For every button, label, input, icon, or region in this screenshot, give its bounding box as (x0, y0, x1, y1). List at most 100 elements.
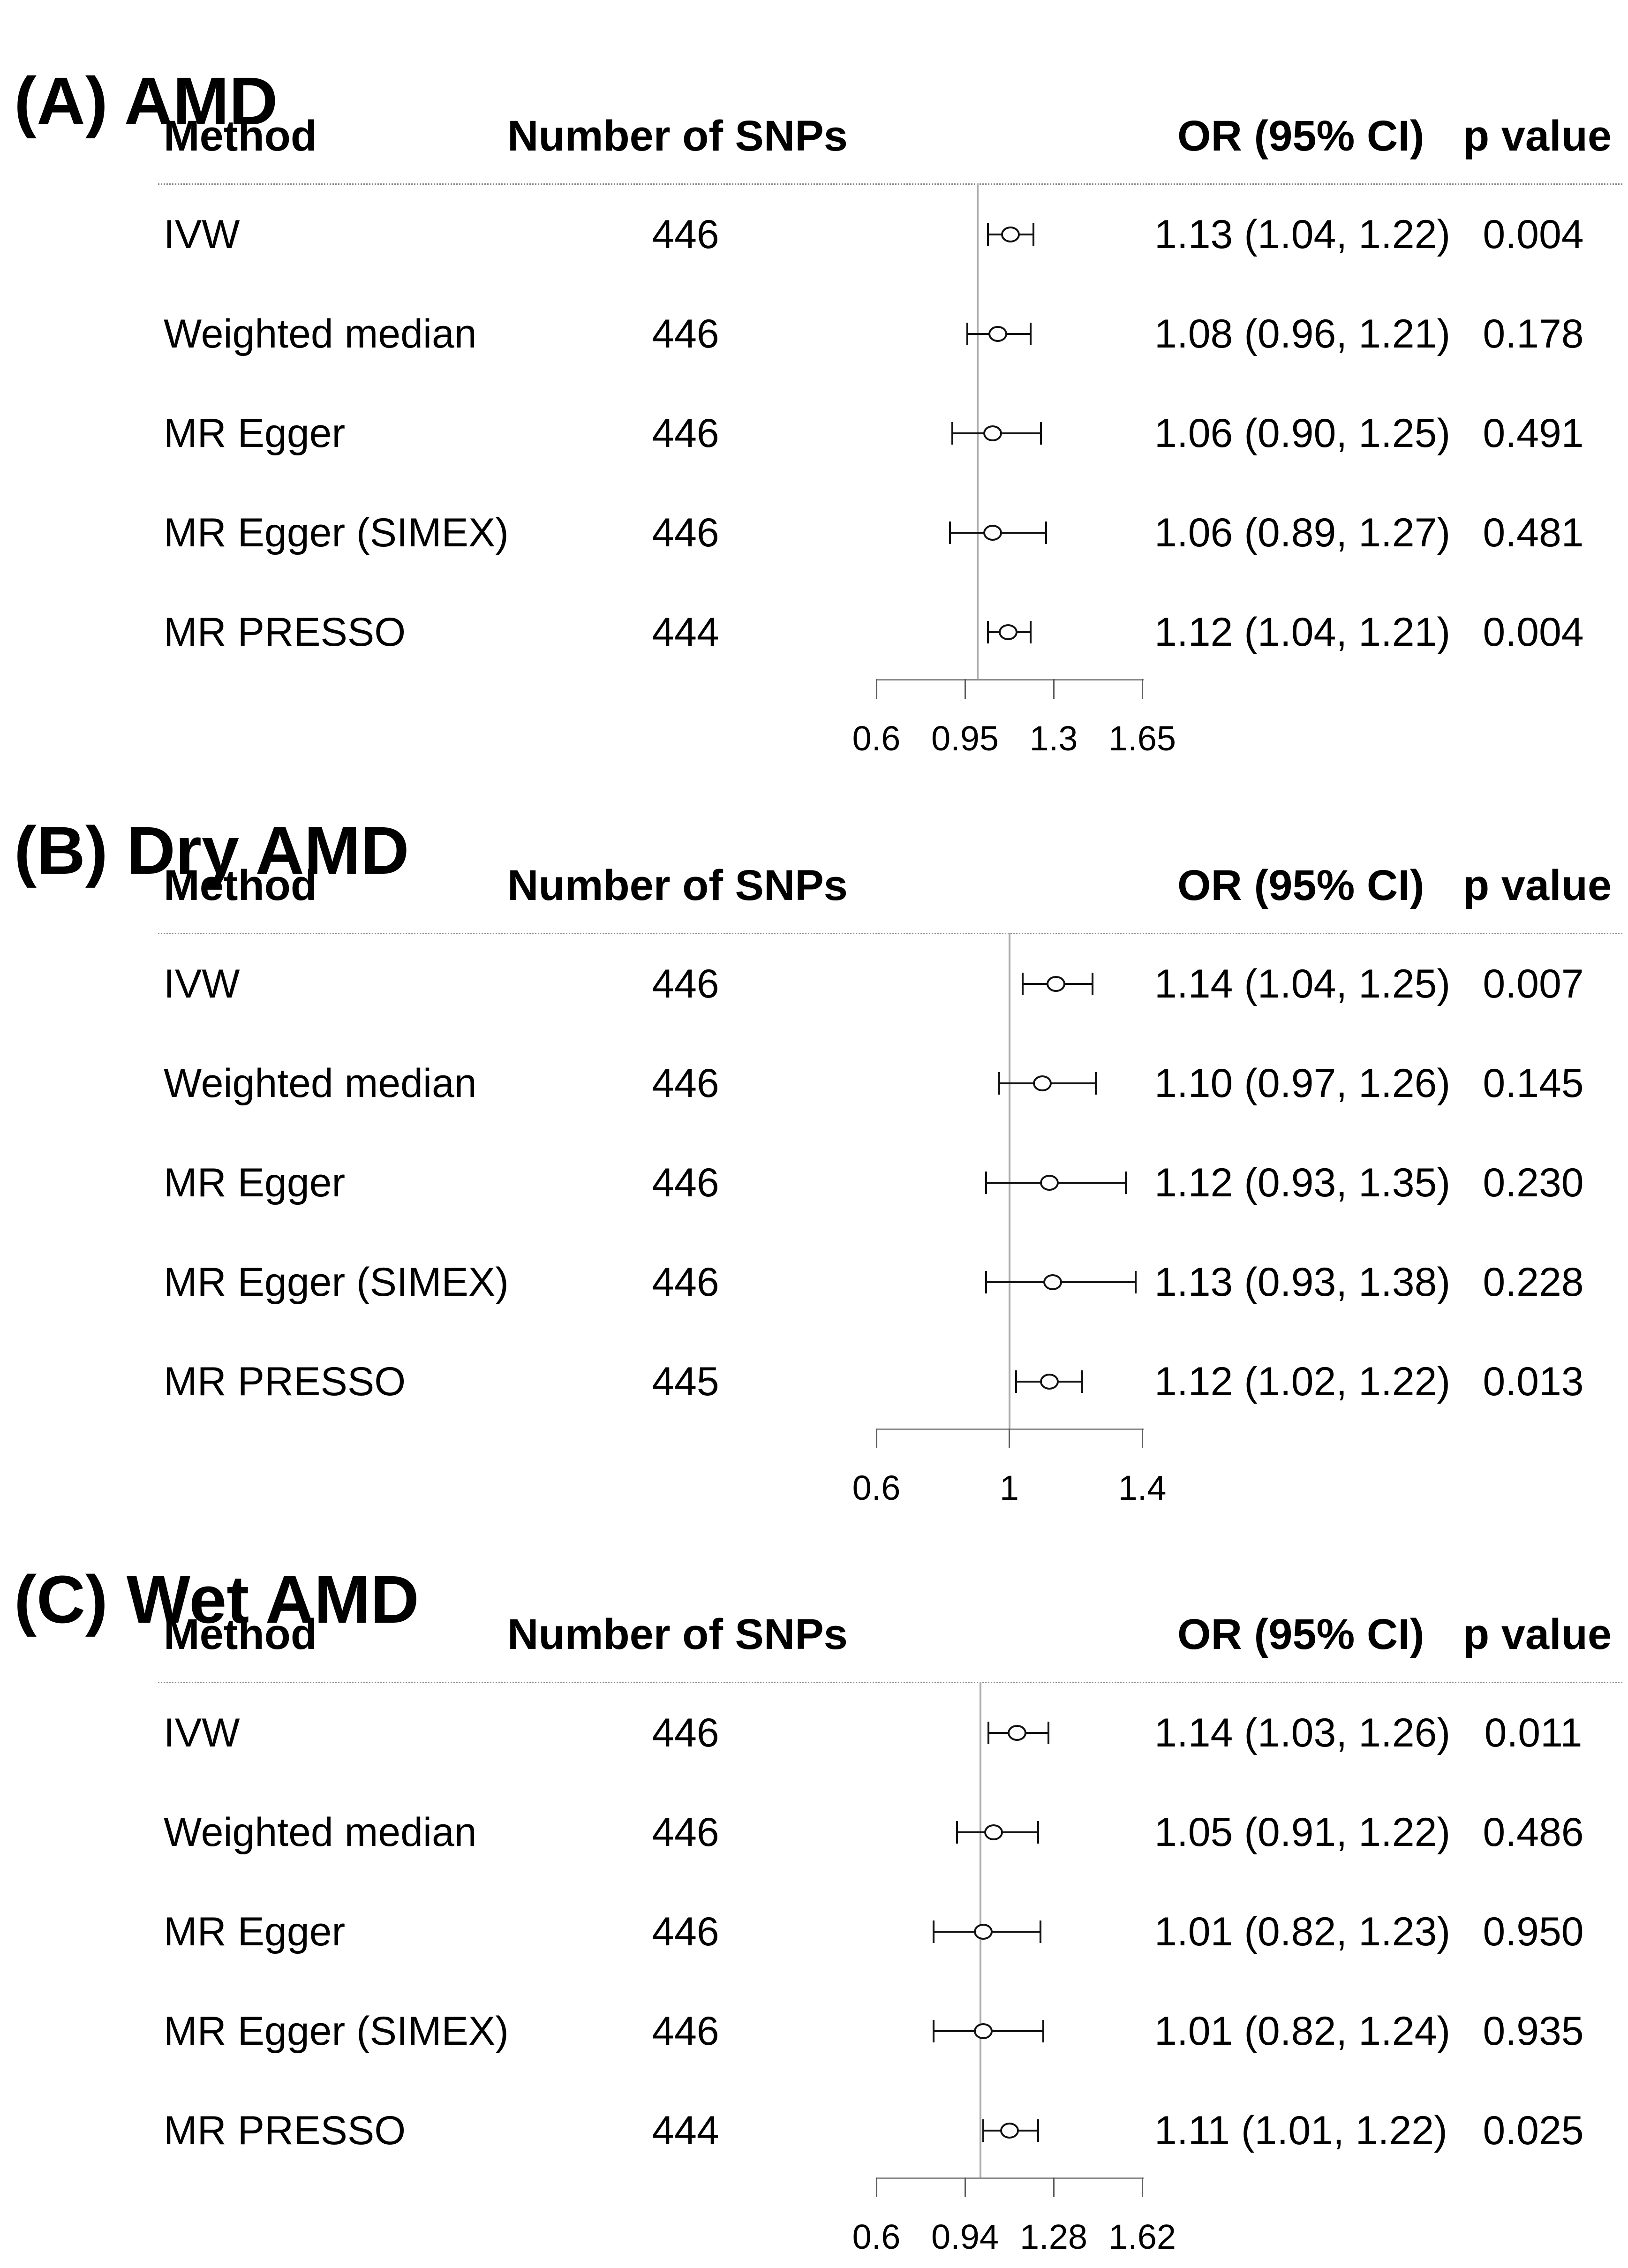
axis-tick-label: 1 (999, 1468, 1019, 1507)
ci-cap-high (1081, 1370, 1084, 1393)
method-cell: IVW (164, 212, 240, 257)
snps-cell: 444 (652, 2108, 719, 2153)
pvalue-cell: 0.491 (1483, 411, 1584, 456)
axis-line (876, 679, 1144, 680)
or-ci-cell: 1.13 (0.93, 1.38) (1154, 1260, 1451, 1305)
pvalue-cell: 0.011 (1484, 1710, 1583, 1755)
or-ci-cell: 1.12 (0.93, 1.35) (1154, 1160, 1451, 1205)
method-cell: MR PRESSO (164, 1359, 406, 1404)
snps-cell: 446 (652, 411, 719, 456)
column-header-or: OR (95% CI) (1177, 862, 1424, 909)
pvalue-cell: 0.013 (1483, 1359, 1584, 1404)
snps-cell: 446 (652, 1160, 719, 1205)
header-divider (158, 1682, 1622, 1683)
pvalue-cell: 0.004 (1483, 610, 1584, 655)
or-ci-cell: 1.01 (0.82, 1.23) (1154, 1909, 1451, 1954)
or-point-marker (983, 425, 1002, 441)
pvalue-cell: 0.228 (1483, 1260, 1584, 1305)
pvalue-cell: 0.481 (1483, 510, 1584, 555)
ci-cap-high (1124, 1172, 1127, 1194)
or-ci-cell: 1.11 (1.01, 1.22) (1154, 2108, 1447, 2153)
reference-line (977, 183, 979, 680)
method-cell: IVW (164, 961, 240, 1006)
snps-cell: 446 (652, 1260, 719, 1305)
ci-cap-low (998, 1072, 1001, 1095)
or-ci-cell: 1.10 (0.97, 1.26) (1154, 1061, 1451, 1106)
method-cell: MR Egger (164, 411, 346, 456)
column-header-or: OR (95% CI) (1177, 112, 1424, 160)
method-cell: MR PRESSO (164, 610, 406, 655)
or-point-marker (973, 2023, 993, 2039)
or-point-marker (1040, 1175, 1059, 1191)
ci-cap-low (933, 2020, 935, 2042)
panel-wet-amd: (C) Wet AMD Method Number of SNPs OR (95… (0, 1498, 1628, 2268)
snps-cell: 446 (652, 1909, 719, 1954)
pvalue-cell: 0.230 (1483, 1160, 1584, 1205)
axis-tick (1053, 679, 1055, 699)
ci-cap-high (1094, 1072, 1097, 1095)
column-header-method: Method (164, 112, 317, 160)
forest-plot-area: 0.6 0.94 1.28 1.62 (852, 1498, 1176, 2268)
snps-cell: 446 (652, 311, 719, 356)
pvalue-cell: 0.004 (1483, 212, 1584, 257)
snps-cell: 445 (652, 1359, 719, 1404)
ci-cap-high (1042, 2020, 1044, 2042)
method-cell: MR Egger (164, 1909, 346, 1954)
pvalue-cell: 0.935 (1483, 2009, 1584, 2054)
axis-tick (875, 1429, 877, 1448)
ci-cap-high (1037, 1821, 1039, 1844)
axis-tick-label: 0.94 (931, 2217, 999, 2256)
or-point-marker (988, 326, 1008, 342)
or-ci-cell: 1.06 (0.89, 1.27) (1154, 510, 1451, 555)
ci-cap-low (951, 422, 953, 445)
header-divider (158, 183, 1622, 185)
or-point-marker (1008, 1725, 1027, 1741)
ci-cap-high (1045, 522, 1047, 544)
pvalue-cell: 0.950 (1483, 1909, 1584, 1954)
method-cell: MR Egger (SIMEX) (164, 1260, 509, 1305)
or-point-marker (973, 1924, 993, 1940)
axis-tick (1053, 2177, 1055, 2197)
snps-cell: 446 (652, 2009, 719, 2054)
ci-cap-high (1134, 1271, 1137, 1293)
panel-title: (B) Dry AMD (14, 812, 409, 888)
snps-cell: 446 (652, 1810, 719, 1855)
ci-cap-low (987, 621, 989, 643)
ci-cap-high (1047, 1722, 1049, 1744)
pvalue-cell: 0.178 (1483, 311, 1584, 356)
or-ci-cell: 1.08 (0.96, 1.21) (1154, 311, 1451, 356)
reference-line (1008, 933, 1010, 1430)
method-cell: Weighted median (164, 311, 477, 356)
pvalue-cell: 0.025 (1483, 2108, 1584, 2153)
panel-amd: (A) AMD Method Number of SNPs OR (95% CI… (0, 0, 1628, 756)
axis-line (876, 2177, 1144, 2179)
or-point-marker (1000, 2123, 1019, 2139)
axis-tick (964, 679, 966, 699)
or-point-marker (1001, 227, 1020, 242)
axis-tick (1141, 679, 1143, 699)
axis-tick-label: 0.95 (931, 719, 999, 758)
axis-tick-label: 1.28 (1019, 2217, 1088, 2256)
ci-cap-low (956, 1821, 958, 1844)
or-point-marker (1043, 1274, 1062, 1290)
pvalue-cell: 0.007 (1483, 961, 1584, 1006)
ci-cap-low (933, 1920, 935, 1943)
panel-dry-amd: (B) Dry AMD Method Number of SNPs OR (95… (0, 749, 1628, 1505)
axis-tick (964, 2177, 966, 2197)
axis-tick-label: 1.3 (1029, 719, 1078, 758)
column-header-method: Method (164, 1610, 317, 1658)
or-ci-cell: 1.01 (0.82, 1.24) (1154, 2009, 1451, 2054)
axis-tick-label: 1.4 (1118, 1468, 1167, 1507)
method-cell: Weighted median (164, 1810, 477, 1855)
ci-cap-low (1021, 973, 1024, 995)
column-header-method: Method (164, 862, 317, 909)
pvalue-cell: 0.486 (1483, 1810, 1584, 1855)
header-divider (158, 933, 1622, 934)
ci-cap-high (1040, 422, 1042, 445)
column-header-pvalue: p value (1463, 112, 1612, 160)
snps-cell: 446 (652, 1061, 719, 1106)
forest-plot-area: 0.6 0.95 1.3 1.65 (852, 0, 1176, 756)
axis-tick (875, 679, 877, 699)
method-cell: MR Egger (SIMEX) (164, 2009, 509, 2054)
axis-tick-label: 1.62 (1108, 2217, 1176, 2256)
